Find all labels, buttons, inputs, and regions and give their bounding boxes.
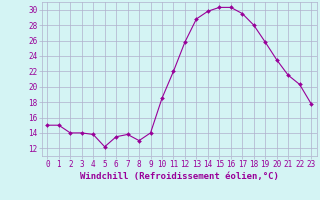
X-axis label: Windchill (Refroidissement éolien,°C): Windchill (Refroidissement éolien,°C) [80,172,279,181]
